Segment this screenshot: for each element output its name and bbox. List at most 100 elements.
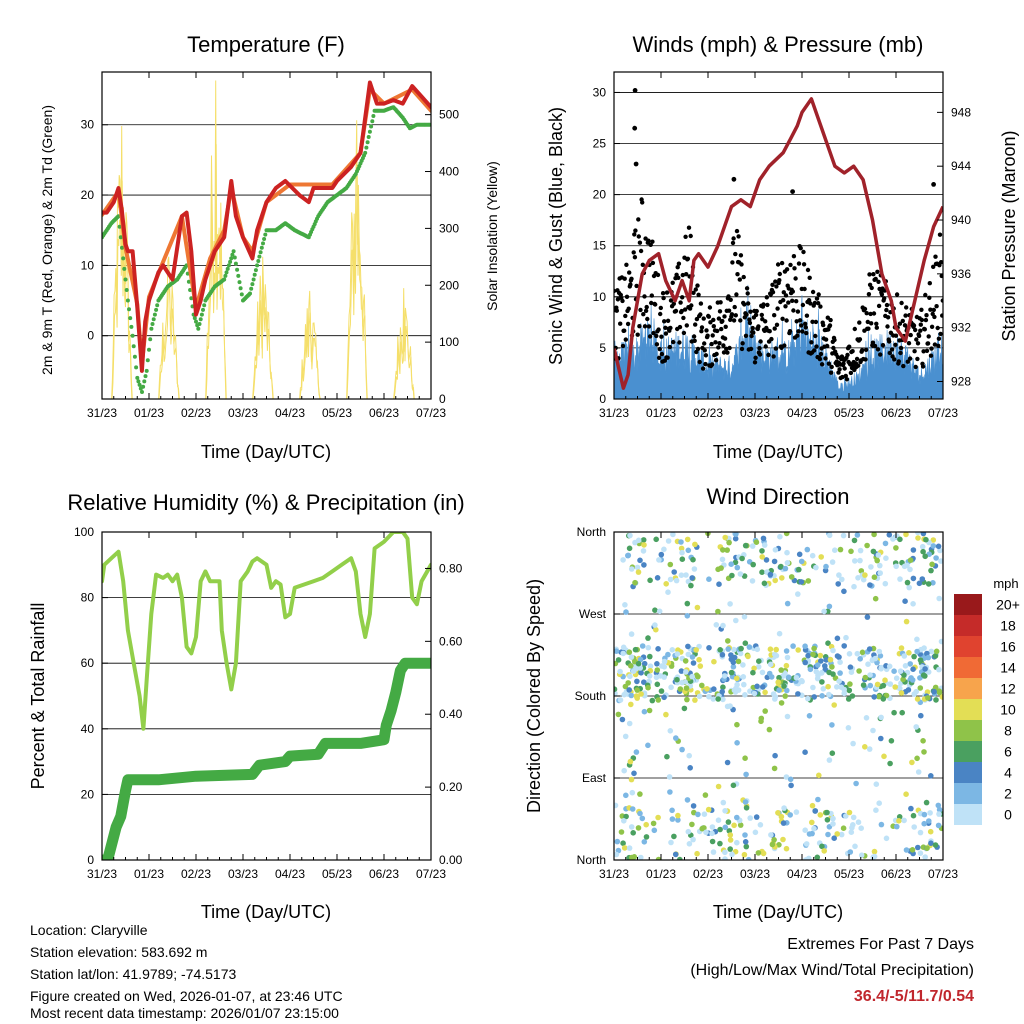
wind-gust-point (800, 329, 805, 334)
wind-direction-point (677, 686, 684, 692)
wind-direction-point (921, 811, 928, 818)
dewpoint-point (248, 291, 252, 296)
wind-gust-point (753, 355, 758, 360)
wind-direction-point (902, 663, 909, 669)
wind-direction-point (711, 658, 717, 665)
wind-direction-point (783, 662, 790, 669)
wind-direction-point (787, 776, 794, 783)
wind-direction-point (663, 581, 669, 587)
wind-gust-point (757, 352, 763, 357)
wind-direction-point (916, 580, 923, 587)
wind-direction-point (755, 664, 762, 670)
wind-direction-point (646, 707, 653, 714)
wind-direction-point (621, 845, 628, 851)
wind-gust-point (783, 304, 788, 309)
wind-gust-point (896, 359, 901, 364)
dewpoint-point (147, 347, 151, 352)
wind-direction-point (835, 581, 841, 587)
wind-direction-point (827, 656, 834, 663)
dewpoint-point (366, 135, 371, 139)
direction-y-axis-label: Direction (Colored By Speed) (524, 579, 544, 813)
extremes-title: Extremes For Past 7 Days (787, 936, 974, 953)
wind-direction-point (870, 854, 877, 860)
wind-gust-point (698, 301, 704, 306)
temperature-y2-tick-label: 100 (439, 335, 459, 349)
wind-gust-point (937, 232, 943, 237)
temperature-x-tick-label: 06/23 (369, 406, 399, 420)
wind-gust-point (663, 325, 668, 330)
wind-direction-point (843, 634, 849, 641)
wind-direction-point (856, 668, 862, 674)
wind-direction-point (754, 646, 761, 653)
wind-gust-point (656, 327, 661, 332)
wind-direction-point (919, 543, 926, 550)
winds-title: Winds (mph) & Pressure (mb) (633, 32, 924, 57)
wind-gust-point (698, 312, 703, 317)
wind-gust-point (800, 302, 806, 308)
relative-humidity-line (102, 532, 431, 731)
temperature-y2-axis-label: Solar Insolation (Yellow) (484, 161, 500, 311)
wind-direction-point (728, 561, 734, 567)
wind-direction-point (722, 808, 728, 814)
dewpoint-point (137, 382, 142, 387)
wind-gust-point (872, 343, 878, 349)
wind-gust-point (671, 339, 676, 345)
wind-direction-point (734, 681, 740, 688)
wind-direction-point (784, 687, 790, 694)
wind-gust-point (818, 351, 824, 357)
wind-direction-point (762, 708, 768, 714)
temperature-y2-tick-label: 0 (439, 392, 446, 406)
wind-gust-point (793, 276, 798, 281)
wind-gust-point (928, 353, 934, 358)
wind-direction-point (831, 835, 837, 841)
wind-gust-point (794, 299, 799, 304)
wind-gust-point (783, 293, 789, 298)
wind-direction-point (623, 813, 629, 820)
wind-direction-point (907, 661, 913, 667)
wind-direction-point (710, 696, 717, 702)
wind-gust-point (649, 300, 654, 306)
winds-x-tick-label: 05/23 (834, 406, 864, 420)
wind-direction-point (796, 566, 802, 573)
wind-direction-point (692, 541, 698, 548)
wind-direction-point (645, 684, 651, 691)
wind-direction-point (910, 812, 917, 819)
winds-y2-tick-label: 944 (951, 159, 971, 173)
wind-direction-point (868, 564, 874, 570)
humidity-y-tick-label: 60 (81, 656, 95, 670)
wind-gust-point (818, 304, 823, 309)
wind-direction-point (865, 661, 871, 667)
wind-gust-point (759, 312, 764, 318)
wind-gust-point (731, 318, 737, 323)
wind-gust-point (704, 328, 709, 333)
wind-gust-point (684, 272, 689, 277)
wind-direction-point (628, 692, 635, 699)
wind-direction-point (694, 604, 701, 611)
dewpoint-point (256, 259, 261, 263)
wind-direction-point (805, 652, 811, 659)
wind-gust-point (816, 301, 821, 306)
wind-direction-point (778, 813, 785, 820)
wind-direction-point (766, 726, 773, 733)
wind-direction-point (614, 802, 619, 809)
wind-gust-point (923, 317, 929, 323)
wind-direction-point (855, 575, 861, 581)
wind-direction-point (829, 559, 836, 565)
winds-x-tick-label: 06/23 (881, 406, 911, 420)
wind-gust-point (784, 318, 789, 323)
wind-gust-point (938, 260, 943, 265)
wind-direction-point (715, 608, 721, 615)
dewpoint-point (136, 379, 141, 384)
wind-gust-point (667, 344, 672, 350)
wind-direction-point (860, 682, 867, 688)
wind-direction-point (935, 543, 942, 550)
humidity-title: Relative Humidity (%) & Precipitation (i… (67, 490, 464, 515)
wind-direction-point (909, 847, 916, 853)
wind-direction-point (650, 820, 657, 827)
wind-direction-point (705, 806, 712, 813)
wind-direction-point (759, 669, 766, 676)
wind-direction-point (679, 556, 686, 562)
wind-gust-point (633, 228, 638, 233)
wind-direction-point (933, 697, 939, 703)
legend-label: 6 (1004, 744, 1012, 760)
